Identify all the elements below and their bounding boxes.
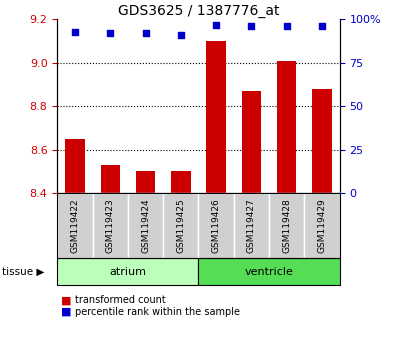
Point <box>213 22 219 28</box>
Text: GSM119425: GSM119425 <box>176 198 185 253</box>
Bar <box>100 165 120 193</box>
Bar <box>277 61 297 193</box>
Bar <box>207 41 226 193</box>
Point <box>142 30 149 36</box>
Point <box>72 29 78 34</box>
Bar <box>171 171 190 193</box>
Text: GSM119426: GSM119426 <box>212 198 221 253</box>
Text: transformed count: transformed count <box>75 295 166 305</box>
Text: atrium: atrium <box>109 267 147 277</box>
Text: GSM119422: GSM119422 <box>70 198 79 253</box>
Text: ■: ■ <box>61 307 72 316</box>
Text: ventricle: ventricle <box>245 267 293 277</box>
Text: GSM119427: GSM119427 <box>247 198 256 253</box>
Text: GSM119423: GSM119423 <box>106 198 115 253</box>
Point <box>178 32 184 38</box>
Bar <box>65 139 85 193</box>
Text: GSM119429: GSM119429 <box>318 198 327 253</box>
Point <box>248 24 255 29</box>
Text: ■: ■ <box>61 295 72 305</box>
Text: GSM119428: GSM119428 <box>282 198 291 253</box>
Title: GDS3625 / 1387776_at: GDS3625 / 1387776_at <box>118 5 279 18</box>
Point <box>107 30 113 36</box>
Text: GSM119424: GSM119424 <box>141 198 150 253</box>
Text: tissue ▶: tissue ▶ <box>2 267 44 277</box>
Text: percentile rank within the sample: percentile rank within the sample <box>75 307 240 316</box>
Point <box>319 24 325 29</box>
Bar <box>136 171 155 193</box>
Point <box>284 24 290 29</box>
Bar <box>242 91 261 193</box>
Bar <box>312 89 332 193</box>
